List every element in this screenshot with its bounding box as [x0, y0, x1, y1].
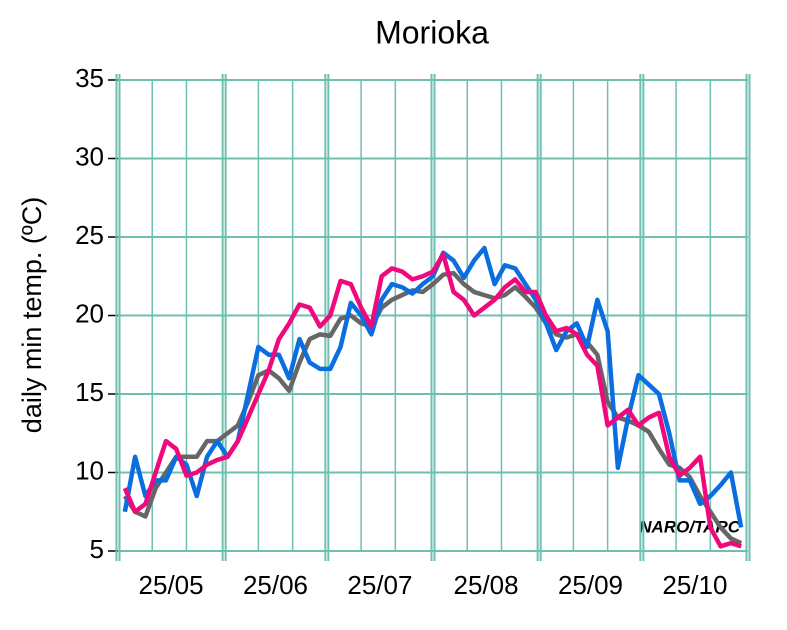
- y-tick-label: 20: [75, 298, 104, 328]
- y-tick-label: 30: [75, 141, 104, 171]
- series-line: [122, 245, 744, 528]
- y-tick-label: 25: [75, 220, 104, 250]
- y-tick-label: 10: [75, 455, 104, 485]
- series-line: [122, 270, 743, 546]
- y-tick-label: 5: [90, 534, 104, 564]
- x-tick-label: 25/10: [662, 570, 727, 600]
- x-tick-label: 25/07: [347, 570, 412, 600]
- chart-title: Morioka: [375, 14, 489, 50]
- x-tick-label: 25/05: [139, 570, 204, 600]
- series-line: [122, 252, 742, 549]
- y-tick-label: 35: [75, 63, 104, 93]
- x-tick-label: 25/06: [243, 570, 308, 600]
- y-tick-label: 15: [75, 377, 104, 407]
- y-axis-label: daily min temp. (ºC): [17, 197, 47, 433]
- x-tick-label: 25/08: [454, 570, 519, 600]
- x-tick-label: 25/09: [558, 570, 623, 600]
